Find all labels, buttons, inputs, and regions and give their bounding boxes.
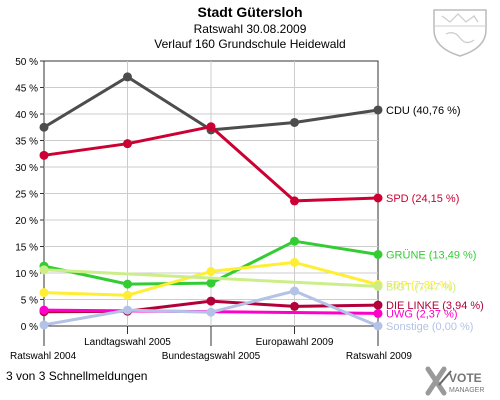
data-point-fdp <box>123 290 132 300</box>
y-tick-label: 40 % <box>15 110 38 121</box>
votemanager-logo: VOTE MANAGER <box>425 366 484 396</box>
x-tick-label: Bundestagswahl 2005 <box>162 351 261 362</box>
data-point-bfgt <box>39 265 49 275</box>
data-point-sonstige <box>373 321 383 331</box>
x-tick-label: Europawahl 2009 <box>256 337 334 348</box>
chart-subtitle-2: Verlauf 160 Grundschule Heidewald <box>154 37 346 51</box>
series-end-label-fdp: FDP (7,82 %) <box>386 280 452 292</box>
series-end-label-uwg: UWG (2,37 %) <box>386 308 458 320</box>
chart-subtitle: Ratswahl 30.08.2009 <box>193 22 307 36</box>
series-end-label-cdu: CDU (40,76 %) <box>386 105 461 117</box>
y-tick-label: 0 % <box>21 322 38 333</box>
y-tick-label: 25 % <box>15 190 38 201</box>
y-tick-label: 50 % <box>15 57 38 68</box>
y-tick-label: 30 % <box>15 163 38 174</box>
data-point-cdu <box>123 72 132 82</box>
y-tick-label: 10 % <box>15 269 38 280</box>
data-point-grüne <box>206 278 216 288</box>
data-point-sonstige <box>206 307 216 317</box>
series-end-label-die-linke: DIE LINKE (3,94 %) <box>386 300 484 312</box>
series-end-label-bfgt: BfGT (7,47 %) <box>386 281 456 293</box>
data-point-cdu <box>39 122 49 132</box>
data-point-die-linke <box>290 301 299 311</box>
data-point-sonstige <box>290 286 299 296</box>
y-tick-label: 15 % <box>15 243 38 254</box>
series-end-label-spd: SPD (24,15 %) <box>386 193 459 205</box>
chart-title: Stadt Gütersloh <box>197 4 303 20</box>
data-point-spd <box>290 196 299 206</box>
data-point-fdp <box>206 266 216 276</box>
data-point-fdp <box>39 288 49 298</box>
data-point-grüne <box>123 279 132 289</box>
data-point-uwg <box>39 305 49 315</box>
data-point-spd <box>123 139 132 149</box>
series-end-label-grüne: GRÜNE (13,49 %) <box>386 250 476 262</box>
logo-text-vote: VOTE <box>449 371 482 385</box>
x-tick-label: Ratswahl 2009 <box>346 351 413 362</box>
data-point-sonstige <box>39 320 49 330</box>
footer-text: 3 von 3 Schnellmeldungen <box>6 369 148 383</box>
x-tick-label: Landtagswahl 2005 <box>84 337 171 348</box>
y-tick-label: 5 % <box>21 296 38 307</box>
data-point-spd <box>39 150 49 160</box>
data-point-cdu <box>290 117 299 127</box>
data-point-die-linke <box>206 296 216 306</box>
series-line-bfgt <box>43 268 379 288</box>
data-point-sonstige <box>123 305 132 315</box>
data-point-grüne <box>373 250 383 260</box>
x-tick-label: Ratswahl 2004 <box>10 351 77 362</box>
data-point-uwg <box>373 308 383 318</box>
logo-text-manager: MANAGER <box>449 387 484 394</box>
data-point-fdp <box>290 257 299 267</box>
y-tick-label: 20 % <box>15 216 38 227</box>
data-point-spd <box>373 193 383 203</box>
data-point-spd <box>206 122 216 132</box>
data-point-bfgt <box>373 281 383 291</box>
data-point-die-linke <box>373 300 383 310</box>
series-end-label-sonstige: Sonstige (0,00 %) <box>386 321 473 333</box>
y-tick-label: 45 % <box>15 84 38 95</box>
coat-of-arms-icon <box>433 9 487 57</box>
data-point-cdu <box>373 105 383 115</box>
data-point-grüne <box>290 236 299 246</box>
y-tick-label: 35 % <box>15 137 38 148</box>
